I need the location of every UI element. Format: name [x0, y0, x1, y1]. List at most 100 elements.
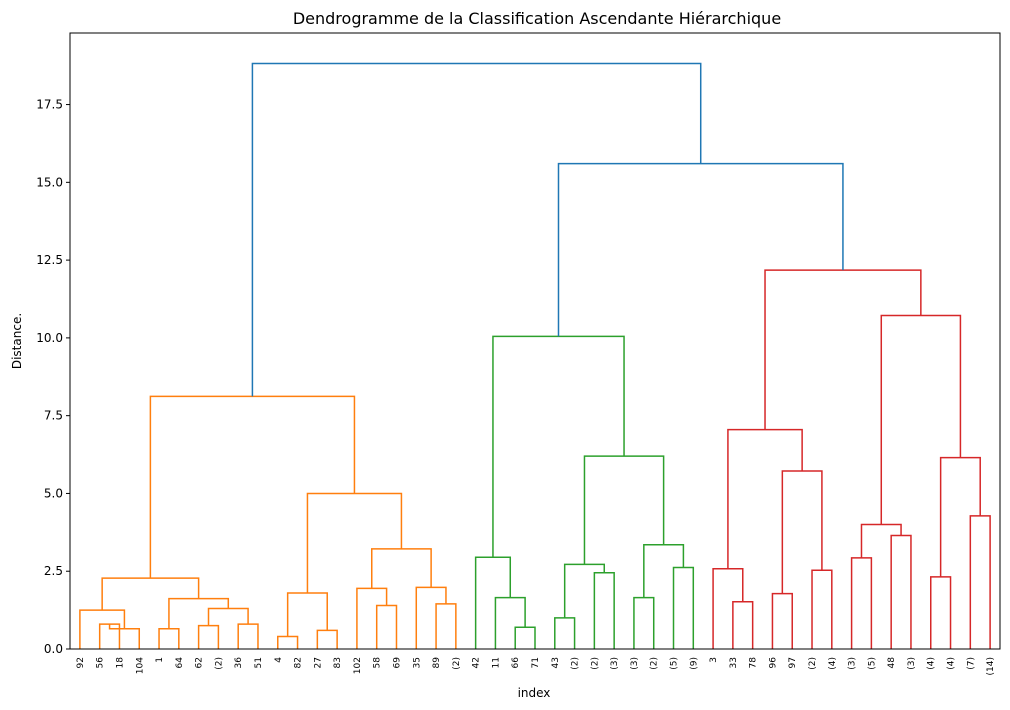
x-tick-label: 27: [313, 657, 323, 668]
dendrogram-link: [494, 596, 526, 649]
dendrogram-link: [563, 563, 606, 618]
y-tick-label: 15.0: [36, 175, 63, 189]
dendrogram-link: [356, 587, 388, 649]
x-tick-label: 92: [76, 657, 86, 668]
dendrogram-link: [435, 603, 457, 649]
dendrogram-link: [939, 456, 981, 577]
x-tick-label: 11: [491, 657, 501, 668]
dendrogram-link: [101, 577, 200, 611]
dendrogram-link: [732, 600, 754, 649]
x-tick-label: 97: [788, 657, 798, 668]
dendrogram-link: [149, 395, 356, 579]
x-tick-label: (4): [947, 657, 957, 670]
dendrogram-link: [514, 626, 536, 649]
y-tick-label: 12.5: [36, 253, 63, 267]
y-tick-label: 17.5: [36, 98, 63, 112]
dendrogram-link: [727, 428, 803, 569]
dendrogram-link: [880, 314, 962, 525]
y-tick-label: 7.5: [44, 409, 63, 423]
x-tick-label: (5): [867, 657, 877, 670]
dendrogram-link: [643, 544, 685, 598]
x-tick-label: 48: [887, 657, 897, 669]
dendrogram-link: [890, 534, 912, 649]
x-tick-label: 43: [551, 657, 561, 668]
y-axis: 0.0 2.5 5.0 7.5 10.0 12.5 15.0 17.5: [36, 98, 70, 656]
x-tick-label: 3: [709, 657, 719, 663]
x-axis-label: index: [518, 686, 551, 700]
plot-frame: [69, 32, 1001, 650]
dendrogram-link: [492, 335, 625, 558]
dendrogram-link: [583, 455, 665, 565]
dendrogram-link: [712, 567, 744, 649]
x-tick-label: 58: [373, 657, 383, 669]
x-tick-label: (9): [689, 657, 699, 670]
dendrogram-link: [168, 597, 230, 629]
x-tick-label: (14): [986, 657, 996, 675]
dendrogram-link: [633, 596, 655, 649]
x-tick-label: 102: [353, 657, 363, 674]
x-tick-label: 104: [135, 657, 145, 674]
x-tick-label: 89: [432, 657, 442, 669]
dendrogram-link: [415, 586, 447, 649]
x-tick-label: (2): [808, 657, 818, 670]
x-tick-label: 56: [96, 657, 106, 669]
x-tick-label: (4): [828, 657, 838, 670]
dendrogram-link: [929, 576, 952, 649]
x-tick-label: 66: [511, 657, 521, 669]
y-tick-label: 5.0: [44, 486, 63, 500]
x-tick-label: (2): [452, 657, 462, 670]
x-tick-label: 71: [531, 657, 541, 668]
dendrogram-link: [79, 609, 126, 649]
dendrogram-link: [197, 624, 220, 649]
dendrogram-link: [554, 617, 576, 649]
x-tick-label: (2): [650, 657, 660, 670]
x-tick-label: (4): [927, 657, 937, 670]
x-tick-label: 33: [729, 657, 739, 668]
x-tick-label: (3): [907, 657, 917, 670]
dendrogram-link: [108, 624, 141, 649]
x-tick-label: 62: [195, 657, 205, 668]
dendrogram-link: [277, 635, 299, 649]
dendrogram-link: [158, 628, 180, 649]
dendrogram-link: [811, 569, 833, 649]
x-tick-label: (7): [966, 657, 976, 670]
x-tick-label: (5): [670, 657, 680, 670]
dendrogram-link: [474, 556, 512, 649]
dendrogram-link: [371, 548, 432, 589]
x-tick-label: 42: [472, 657, 482, 668]
y-axis-label: Distance.: [10, 313, 24, 369]
x-tick-label: 78: [749, 657, 759, 669]
x-tick-label: 69: [392, 657, 402, 669]
dendrogram-link: [316, 629, 338, 649]
dendrogram-link: [237, 623, 259, 649]
dendrogram-link: [593, 572, 615, 649]
x-tick-label: 51: [254, 657, 264, 668]
dendrogram-link: [672, 566, 695, 649]
dendrogram-link: [850, 557, 873, 649]
x-tick-label: 83: [333, 657, 343, 668]
x-tick-label: (2): [590, 657, 600, 670]
dendrogram-link: [764, 269, 922, 430]
x-tick-label: 35: [412, 657, 422, 668]
x-tick-label: 36: [234, 657, 244, 669]
dendrogram-links: [79, 62, 991, 649]
dendrogram-link: [207, 607, 249, 626]
x-tick-label: (3): [610, 657, 620, 670]
x-tick-label: 4: [274, 657, 284, 663]
x-tick-label: (2): [571, 657, 581, 670]
x-tick-label: (2): [214, 657, 224, 670]
x-tick-label: 64: [175, 657, 185, 669]
y-tick-label: 0.0: [44, 642, 63, 656]
dendrogram-link: [557, 162, 844, 337]
x-tick-label: (3): [630, 657, 640, 670]
x-tick-label: 18: [115, 657, 125, 669]
dendrogram-link: [771, 592, 793, 649]
x-axis: 92 56 18 104 1 64 62 (2) 36 51 4 82 27 83 102 58 69 35 89 (…: [76, 657, 996, 676]
x-tick-label: 1: [155, 657, 165, 663]
dendrogram-link: [969, 515, 991, 649]
x-tick-label: (3): [848, 657, 858, 670]
dendrogram-link: [860, 523, 902, 558]
x-tick-label: 96: [768, 657, 778, 669]
y-tick-label: 2.5: [44, 564, 63, 578]
